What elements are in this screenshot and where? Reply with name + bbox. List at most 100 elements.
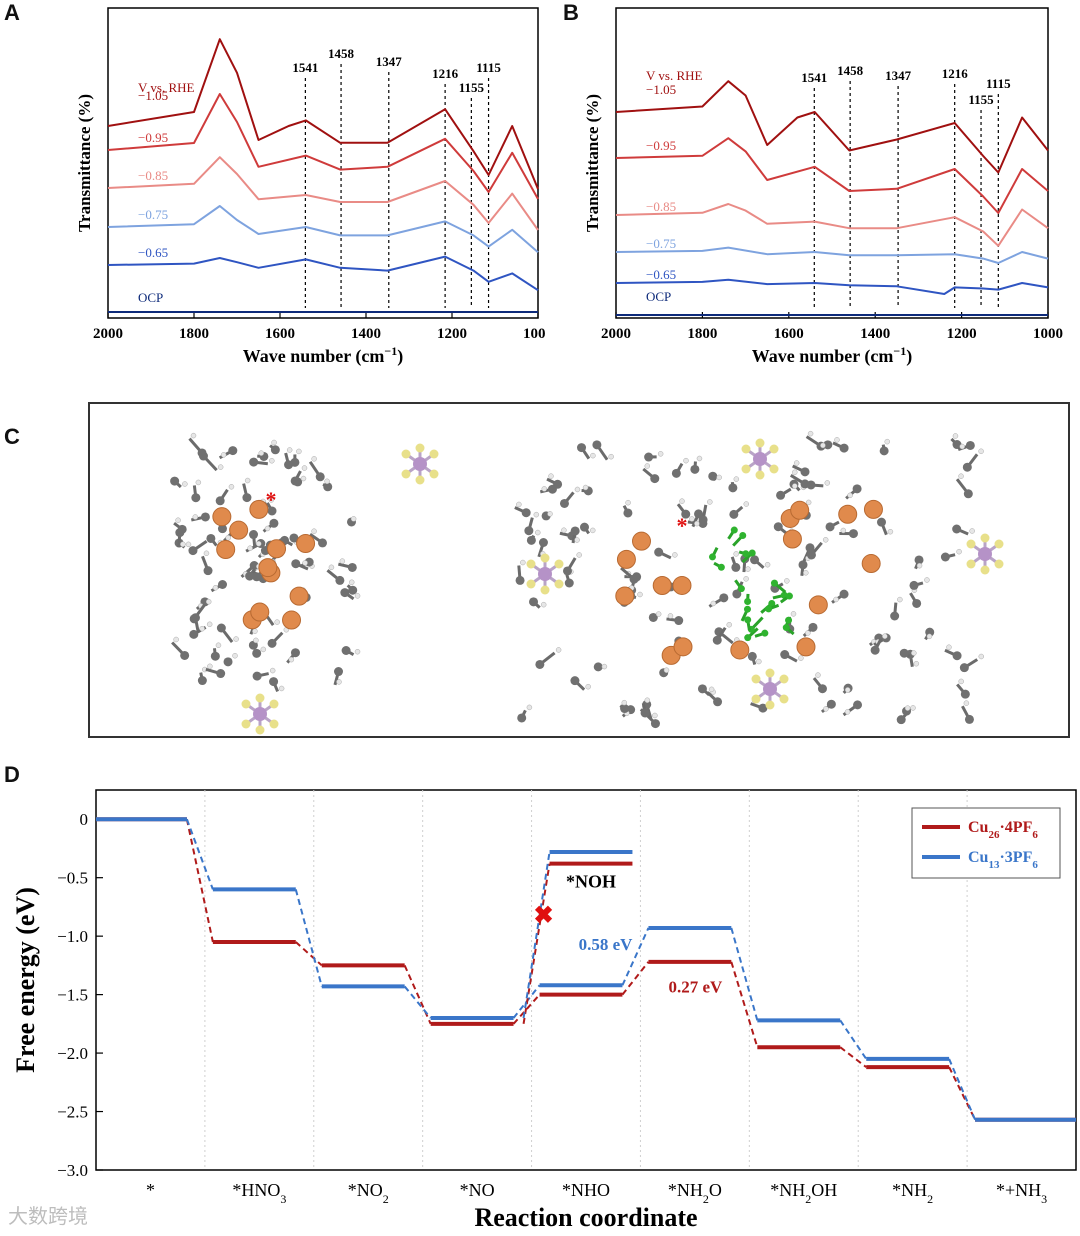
transition-line	[185, 818, 214, 890]
carbon-atom	[535, 659, 545, 669]
spectrum-line	[615, 137, 1049, 214]
hydrogen-atom	[793, 460, 800, 466]
copper-atom	[808, 595, 828, 615]
phosphorus-atom	[763, 682, 777, 696]
carbon-atom	[825, 522, 835, 532]
carbon-atom	[547, 484, 557, 494]
carbon-atom	[852, 484, 862, 494]
transition-line	[948, 1066, 977, 1121]
spectrum-line	[615, 203, 1049, 247]
carbon-atom	[650, 474, 660, 484]
carbon-atom	[728, 483, 738, 493]
series-label: −0.65	[138, 245, 168, 260]
hydrogen-atom	[803, 570, 809, 576]
carbon-atom	[269, 677, 279, 687]
fluorine-atom	[980, 533, 990, 543]
plot-frame	[615, 7, 1049, 319]
hydrogen-atom	[897, 596, 903, 603]
hydrogen-atom	[844, 687, 851, 693]
hydrogen-atom	[608, 453, 614, 460]
hydrogen-atom	[644, 463, 651, 469]
hydrogen-atom	[916, 562, 923, 569]
carbon-atom	[216, 623, 226, 633]
legend-title: V vs. RHE	[138, 80, 195, 95]
carbon-atom	[914, 555, 924, 565]
hydrogen-atom	[911, 650, 917, 656]
hydrogen-atom	[286, 447, 293, 453]
x-tick-label: 1000	[1033, 326, 1063, 342]
carbon-atom	[517, 713, 527, 723]
carbon-atom	[671, 468, 681, 478]
fluorine-atom	[255, 725, 265, 735]
hydrogen-atom	[199, 625, 205, 632]
series-label: −0.65	[646, 267, 676, 282]
hydrogen-atom	[258, 450, 265, 456]
hydrogen-atom	[354, 593, 361, 599]
hydrogen-atom	[745, 566, 751, 572]
hydrogen-atom	[225, 535, 231, 541]
carbon-atom	[593, 662, 603, 672]
carbon-atom	[870, 645, 880, 655]
category-label-base: *NH	[668, 1180, 703, 1200]
hydrogen-atom	[716, 474, 722, 481]
spectrum-line	[615, 278, 1049, 295]
series-label: −1.05	[646, 82, 676, 97]
hydrogen-atom	[792, 483, 798, 489]
carbon-atom	[592, 440, 602, 450]
x-tick-label: 1600	[265, 326, 295, 342]
x-tick-label: 1800	[179, 326, 209, 342]
active-site-marker: *	[677, 513, 688, 538]
fluorine-atom	[554, 579, 564, 589]
copper-atom	[229, 520, 249, 540]
hydrogen-atom	[733, 551, 739, 557]
fluorine-atom	[755, 438, 765, 448]
x-axis-label-exponent: −1	[384, 344, 397, 358]
carbon-atom	[200, 512, 210, 522]
hydrogen-atom	[582, 484, 589, 491]
hydrogen-atom	[516, 501, 522, 508]
carbon-atom	[773, 522, 783, 532]
carbon-atom	[623, 508, 633, 518]
carbon-atom	[515, 575, 525, 585]
hydrogen-atom	[958, 678, 964, 685]
hydrogen-atom	[657, 451, 664, 457]
carbon-atom	[654, 547, 664, 557]
boron-atom	[730, 526, 738, 534]
hydrogen-atom	[694, 520, 700, 527]
hydrogen-atom	[882, 633, 888, 639]
hydrogen-atom	[264, 525, 271, 532]
y-tick-label: −3.0	[57, 1161, 88, 1180]
legend-entry-sub: 13	[988, 859, 1000, 871]
copper-atom	[838, 504, 858, 524]
hydrogen-atom	[833, 596, 839, 603]
hydrogen-atom	[601, 663, 608, 670]
hydrogen-atom	[555, 647, 562, 653]
transition-line	[185, 819, 214, 943]
hydrogen-atom	[844, 709, 851, 715]
hydrogen-atom	[824, 480, 831, 486]
carbon-atom	[252, 648, 262, 658]
hydrogen-atom	[535, 529, 541, 536]
legend-entry-sub: 6	[1032, 859, 1038, 871]
boron-atom	[768, 599, 776, 607]
fluorine-atom	[751, 674, 761, 684]
spectrum-line	[107, 205, 539, 253]
fluorine-atom	[540, 585, 550, 595]
hydrogen-atom	[743, 501, 750, 507]
category-label-base: *NHO	[562, 1180, 610, 1200]
category-label: *NH2O	[668, 1180, 722, 1206]
carbon-atom	[879, 446, 889, 456]
fluorine-atom	[966, 539, 976, 549]
carbon-atom	[347, 562, 357, 572]
category-label-tail: O	[709, 1180, 722, 1200]
hydrogen-atom	[203, 550, 210, 557]
reference-line-label: 1458	[328, 46, 355, 61]
fluorine-atom	[751, 694, 761, 704]
watermark: 大数跨境	[8, 1204, 88, 1228]
carbon-atom	[808, 622, 818, 632]
hydrogen-atom	[541, 486, 548, 492]
reference-line-label: 1216	[942, 66, 969, 81]
blocked-marker: ✖	[534, 903, 554, 929]
carbon-atom	[340, 588, 350, 598]
hydrogen-atom	[924, 577, 930, 583]
